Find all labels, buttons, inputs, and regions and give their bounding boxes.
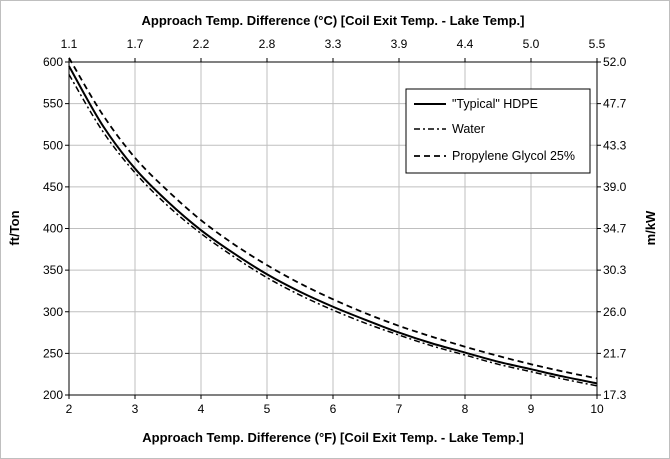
x-tick-label: 8 <box>462 402 469 416</box>
legend-label-glycol: Propylene Glycol 25% <box>452 149 575 163</box>
x-tick-label: 4 <box>198 402 205 416</box>
y-tick-label: 600 <box>43 55 63 69</box>
y-tick-label: 350 <box>43 263 63 277</box>
right-y-tick-label: 43.3 <box>603 138 627 152</box>
y-tick-label: 450 <box>43 180 63 194</box>
right-y-axis-title: m/kW <box>643 210 658 245</box>
top-x-tick-label: 4.4 <box>457 37 474 51</box>
y-tick-label: 550 <box>43 97 63 111</box>
right-y-tick-label: 39.0 <box>603 180 627 194</box>
series-lines <box>68 57 598 387</box>
x-tick-label: 10 <box>590 402 604 416</box>
right-y-tick-label: 26.0 <box>603 305 627 319</box>
top-x-tick-label: 2.2 <box>193 37 210 51</box>
right-y-tick-label: 30.3 <box>603 263 627 277</box>
right-y-tick-label: 34.7 <box>603 222 627 236</box>
y-axis-title: ft/Ton <box>7 210 22 245</box>
legend-label-water: Water <box>452 122 485 136</box>
top-x-tick-label: 5.0 <box>523 37 540 51</box>
series-line-typical-hdpe <box>68 65 598 385</box>
top-x-tick-label: 3.3 <box>325 37 342 51</box>
y-tick-label: 400 <box>43 222 63 236</box>
y-tick-label: 250 <box>43 346 63 360</box>
x-tick-label: 3 <box>132 402 139 416</box>
top-x-tick-label: 5.5 <box>589 37 606 51</box>
x-tick-label: 7 <box>396 402 403 416</box>
top-x-tick-label: 1.7 <box>127 37 144 51</box>
right-y-tick-label: 47.7 <box>603 97 627 111</box>
x-tick-label: 2 <box>66 402 73 416</box>
legend-label-hdpe: "Typical" HDPE <box>452 97 538 111</box>
legend: "Typical" HDPE Water Propylene Glycol 25… <box>405 88 591 174</box>
top-x-tick-label: 2.8 <box>259 37 276 51</box>
y-tick-label: 500 <box>43 138 63 152</box>
right-y-tick-label: 52.0 <box>603 55 627 69</box>
tick-labels: 2 1.1 3 1.7 4 2.2 5 2.8 6 3.3 7 3.9 8 4.4 9 5.0 10 5.5 200… <box>43 37 627 416</box>
right-y-tick-label: 21.7 <box>603 346 627 360</box>
x-tick-label: 5 <box>264 402 271 416</box>
x-axis-title: Approach Temp. Difference (°F) [Coil Exi… <box>142 430 524 445</box>
top-x-tick-label: 3.9 <box>391 37 408 51</box>
top-x-axis-title: Approach Temp. Difference (°C) [Coil Exi… <box>142 13 525 28</box>
x-tick-label: 9 <box>528 402 535 416</box>
y-tick-label: 200 <box>43 388 63 402</box>
series-line-propylene-glycol <box>68 57 598 380</box>
plot-area-border <box>68 61 598 396</box>
right-y-tick-label: 17.3 <box>603 388 627 402</box>
y-tick-label: 300 <box>43 305 63 319</box>
x-tick-label: 6 <box>330 402 337 416</box>
top-x-tick-label: 1.1 <box>61 37 78 51</box>
